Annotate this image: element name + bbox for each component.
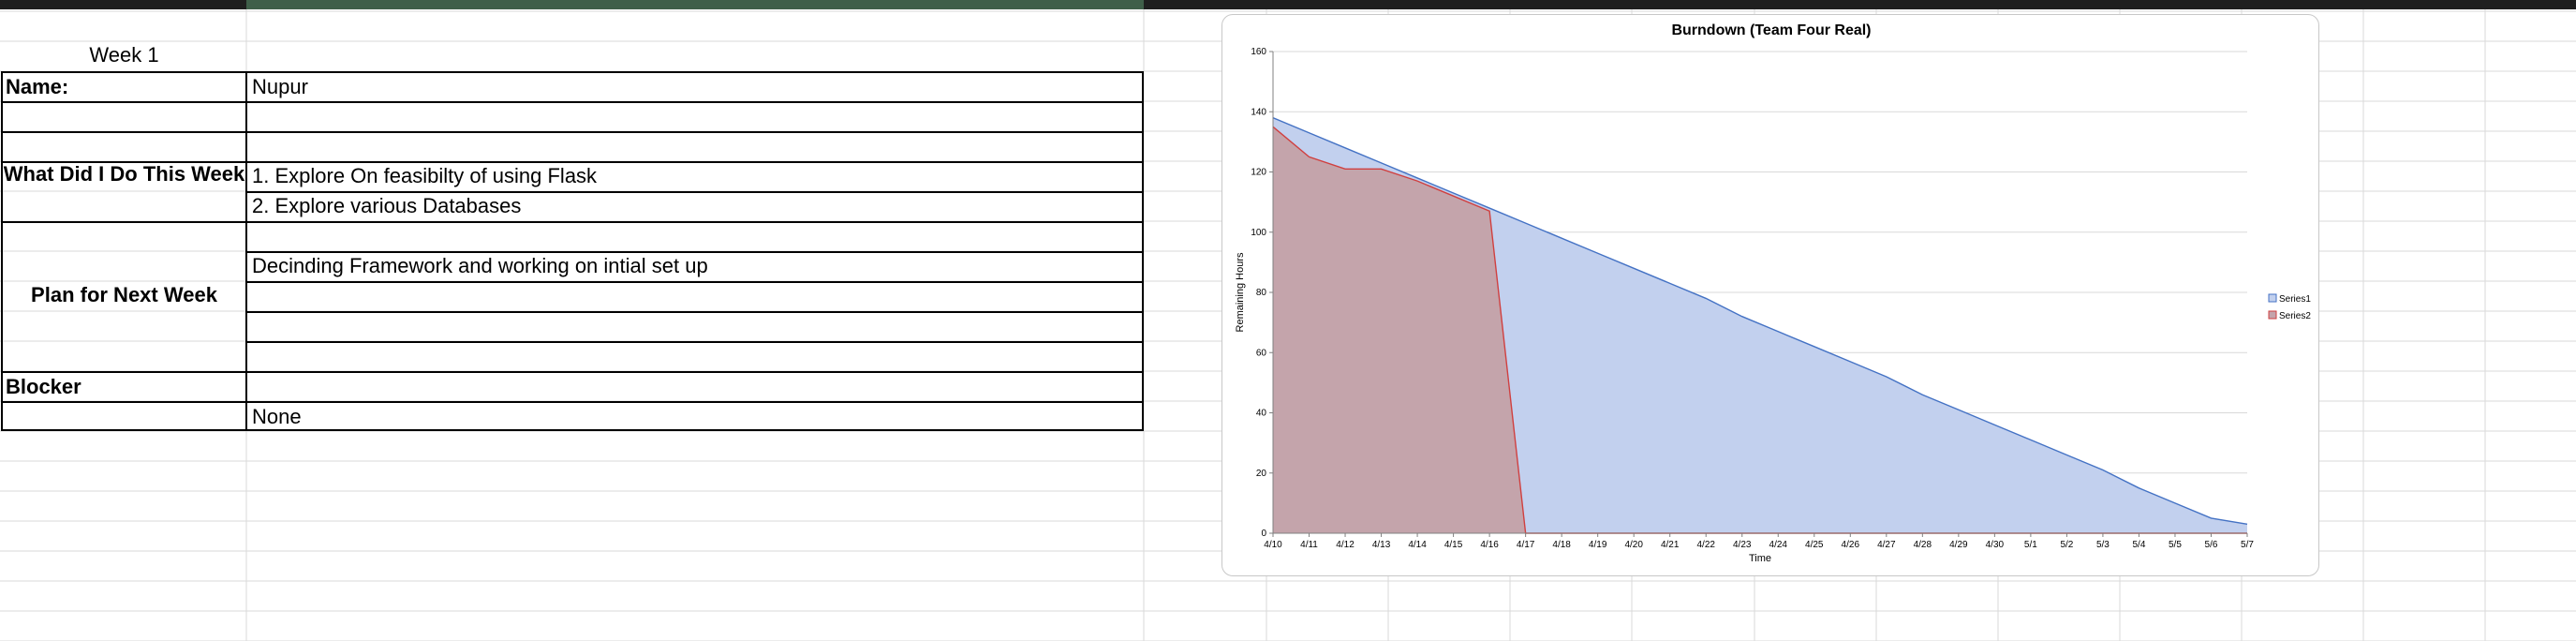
chart-x-tick-label: 4/17: [1517, 540, 1535, 550]
plan-label[interactable]: Plan for Next Week: [31, 285, 217, 306]
chart-x-tick-label: 5/5: [2169, 540, 2182, 550]
blocker-value[interactable]: None: [252, 407, 302, 428]
chart-x-tick-label: 4/16: [1480, 540, 1499, 550]
chart-x-tick-label: 4/11: [1300, 540, 1318, 550]
chart-x-ticks: 4/10 4/11 4/12 4/13 4/14 4/15 4/16 4/17 4/18 4/19…: [1264, 533, 2254, 550]
chart-y-tick-label: 160: [1251, 47, 1266, 57]
chart-x-tick-label: 4/18: [1552, 540, 1571, 550]
did-item-2[interactable]: 2. Explore various Databases: [252, 196, 522, 217]
chart-x-tick-label: 4/21: [1661, 540, 1680, 550]
chart-line-series-1: [1272, 117, 2248, 526]
chart-title: Burndown (Team Four Real): [1671, 22, 1871, 38]
chart-legend: Series1 Series2: [2268, 293, 2311, 321]
chart-legend-swatch: [2268, 293, 2277, 303]
did-item-1[interactable]: 1. Explore On feasibilty of using Flask: [252, 166, 598, 187]
chart-x-tick-label: 5/2: [2060, 540, 2073, 550]
chart-x-tick-label: 4/26: [1842, 540, 1860, 550]
chart-x-tick-label: 4/10: [1264, 540, 1282, 550]
name-value[interactable]: Nupur: [252, 77, 308, 98]
chart-x-tick-label: 4/30: [1986, 540, 2005, 550]
chart-x-tick-label: 4/22: [1696, 540, 1715, 550]
chart-x-tick-label: 4/19: [1589, 540, 1607, 550]
week-title[interactable]: Week 1: [89, 45, 159, 67]
chart-x-tick-label: 5/3: [2096, 540, 2110, 550]
chart-area-series-1: [1273, 117, 2247, 534]
burndown-chart[interactable]: Burndown (Team Four Real) 0 20 40 60 80 100 12…: [1221, 14, 2319, 576]
chart-x-tick-label: 5/6: [2205, 540, 2218, 550]
chart-x-tick-label: 5/7: [2241, 540, 2254, 550]
chart-y-tick-label: 0: [1261, 529, 1266, 539]
chart-x-tick-label: 4/12: [1336, 540, 1355, 550]
chart-y-tick-label: 60: [1256, 348, 1267, 358]
chart-canvas: Burndown (Team Four Real) 0 20 40 60 80 100 12…: [1235, 22, 2311, 564]
chart-x-tick-label: 4/15: [1444, 540, 1463, 550]
chart-y-axis-label: Remaining Hours: [1235, 252, 1246, 332]
chart-y-ticks: 0 20 40 60 80 100 120 140 160: [1251, 47, 1273, 539]
chart-legend-label: Series1: [2279, 294, 2311, 305]
did-label[interactable]: What Did I Do This Week: [3, 164, 245, 186]
chart-y-tick-label: 20: [1256, 469, 1267, 479]
chart-y-tick-label: 40: [1256, 409, 1267, 419]
chart-x-tick-label: 4/14: [1408, 540, 1427, 550]
chart-legend-swatch: [2268, 310, 2277, 320]
chart-x-tick-label: 4/23: [1733, 540, 1752, 550]
chart-area-series-2: [1273, 127, 2247, 533]
chart-y-tick-label: 80: [1256, 288, 1267, 298]
chart-legend-label: Series2: [2279, 311, 2311, 321]
sheet-top-strip: [0, 0, 2576, 9]
name-label[interactable]: Name:: [6, 77, 69, 98]
chart-y-tick-label: 120: [1251, 168, 1266, 178]
chart-x-tick-label: 4/28: [1914, 540, 1932, 550]
chart-x-tick-label: 4/20: [1624, 540, 1643, 550]
chart-y-tick-label: 140: [1251, 107, 1266, 117]
plan-item[interactable]: Decinding Framework and working on intia…: [252, 256, 708, 277]
chart-x-axis-label: Time: [1749, 553, 1771, 564]
chart-x-tick-label: 4/27: [1877, 540, 1896, 550]
chart-x-tick-label: 4/29: [1949, 540, 1968, 550]
chart-x-tick-label: 4/13: [1372, 540, 1391, 550]
sheet-column-selection-bar: [246, 0, 1144, 9]
chart-series-areas: [1272, 117, 2248, 534]
chart-x-tick-label: 4/24: [1769, 540, 1788, 550]
chart-y-tick-label: 100: [1251, 228, 1266, 238]
blocker-label[interactable]: Blocker: [6, 377, 81, 398]
chart-x-tick-label: 5/1: [2024, 540, 2037, 550]
chart-x-tick-label: 5/4: [2132, 540, 2145, 550]
chart-x-tick-label: 4/25: [1805, 540, 1824, 550]
